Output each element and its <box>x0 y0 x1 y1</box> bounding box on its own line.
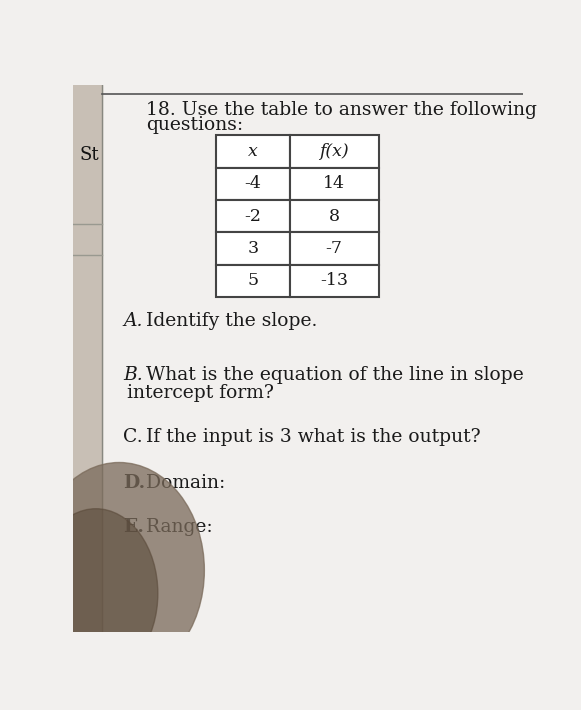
Bar <box>289 200 379 232</box>
Text: B.: B. <box>123 366 143 384</box>
Text: 18. Use the table to answer the following: 18. Use the table to answer the followin… <box>146 101 537 119</box>
Bar <box>73 85 102 632</box>
Text: 5: 5 <box>248 272 259 289</box>
Text: Range:: Range: <box>140 518 213 536</box>
Bar <box>216 135 289 168</box>
Text: -2: -2 <box>245 207 261 224</box>
Text: Identify the slope.: Identify the slope. <box>140 312 317 330</box>
Bar <box>216 200 289 232</box>
Text: -13: -13 <box>320 272 348 289</box>
Text: 8: 8 <box>329 207 340 224</box>
Ellipse shape <box>34 462 205 678</box>
Text: C.: C. <box>123 428 142 446</box>
Text: f(x): f(x) <box>320 143 349 160</box>
Text: questions:: questions: <box>146 116 243 134</box>
Ellipse shape <box>34 508 158 678</box>
Text: x: x <box>248 143 258 160</box>
Text: E.: E. <box>123 518 144 536</box>
Text: If the input is 3 what is the output?: If the input is 3 what is the output? <box>140 428 480 446</box>
Bar <box>289 168 379 200</box>
Text: A.: A. <box>123 312 142 330</box>
Text: 3: 3 <box>248 240 259 257</box>
Bar <box>289 135 379 168</box>
Text: 14: 14 <box>323 175 345 192</box>
Text: -4: -4 <box>245 175 261 192</box>
Text: -7: -7 <box>326 240 343 257</box>
Bar <box>216 265 289 297</box>
Text: D.: D. <box>123 474 145 492</box>
Text: St: St <box>80 146 99 163</box>
Bar <box>216 232 289 265</box>
Bar <box>289 265 379 297</box>
Text: Domain:: Domain: <box>140 474 225 492</box>
Text: What is the equation of the line in slope: What is the equation of the line in slop… <box>140 366 524 384</box>
Bar <box>289 232 379 265</box>
Text: intercept form?: intercept form? <box>127 384 274 402</box>
Bar <box>216 168 289 200</box>
